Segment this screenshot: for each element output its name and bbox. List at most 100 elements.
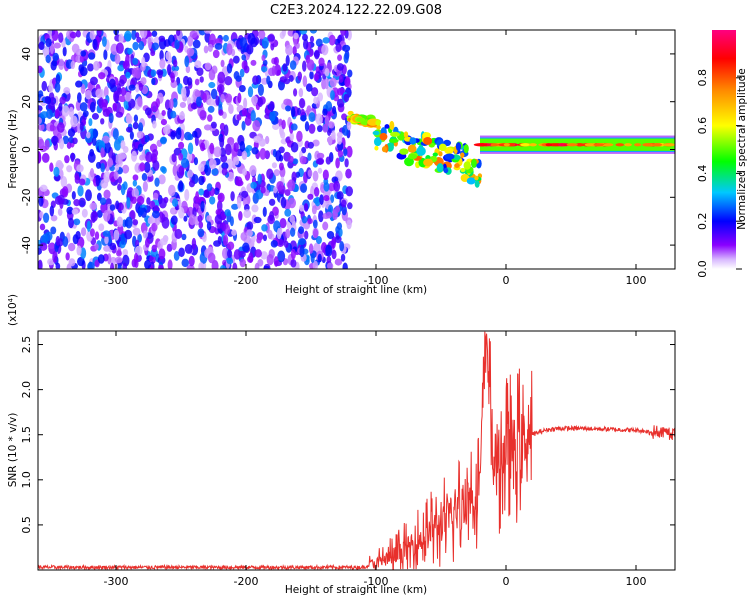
spectrogram-heatmap bbox=[38, 30, 675, 269]
heatmap-noise-cell bbox=[298, 238, 306, 246]
heatmap-noise-cell bbox=[100, 147, 105, 158]
heatmap-noise-cell bbox=[175, 127, 182, 140]
heatmap-noise-cell bbox=[150, 50, 156, 57]
heatmap-noise-cell bbox=[49, 124, 55, 132]
heatmap-noise-cell bbox=[226, 257, 234, 265]
heatmap-noise-cell bbox=[337, 150, 344, 158]
heatmap-noise-cell bbox=[138, 122, 144, 133]
heatmap-noise-cell bbox=[151, 30, 158, 37]
snr-plot-area bbox=[38, 331, 675, 570]
heatmap-noise-cell bbox=[79, 54, 85, 63]
heatmap-signal-cell bbox=[474, 175, 479, 181]
heatmap-noise-cell bbox=[220, 93, 225, 103]
heatmap-noise-cell bbox=[345, 168, 352, 179]
heatmap-noise-cell bbox=[260, 186, 266, 194]
heatmap-noise-cell bbox=[174, 39, 180, 50]
heatmap-noise-cell bbox=[39, 184, 48, 192]
heatmap-noise-cell bbox=[75, 80, 83, 88]
heatmap-noise-cell bbox=[290, 123, 298, 131]
heatmap-noise-cell bbox=[271, 162, 278, 169]
heatmap-noise-cell bbox=[147, 216, 153, 224]
heatmap-signal-cell bbox=[423, 136, 433, 145]
heatmap-noise-cell bbox=[188, 255, 195, 267]
heatmap-noise-cell bbox=[176, 30, 181, 36]
heatmap-noise-cell bbox=[305, 83, 313, 92]
heatmap-noise-cell bbox=[144, 259, 151, 269]
heatmap-noise-cell bbox=[231, 203, 239, 210]
heatmap-signal-cell bbox=[407, 153, 418, 160]
heatmap-noise-cell bbox=[186, 47, 195, 57]
heatmap-signal-cell bbox=[444, 153, 455, 160]
heatmap-noise-cell bbox=[122, 60, 130, 70]
heatmap-noise-cell bbox=[115, 111, 124, 118]
heatmap-noise-cell bbox=[134, 245, 143, 256]
heatmap-noise-cell bbox=[211, 168, 219, 176]
heatmap-noise-cell bbox=[137, 233, 142, 243]
heatmap-noise-cell bbox=[120, 233, 125, 245]
x-tick-label: -200 bbox=[234, 575, 259, 588]
heatmap-noise-cell bbox=[197, 215, 203, 223]
heatmap-noise-cell bbox=[336, 63, 344, 71]
heatmap-noise-cell bbox=[96, 30, 102, 36]
heatmap-signal-cell bbox=[454, 163, 460, 168]
heatmap-noise-cell bbox=[116, 250, 122, 257]
heatmap-noise-cell bbox=[231, 229, 237, 236]
heatmap-noise-cell bbox=[178, 111, 186, 121]
heatmap-noise-cell bbox=[285, 55, 290, 67]
heatmap-signal-cell bbox=[423, 158, 433, 167]
heatmap-noise-cell bbox=[72, 137, 78, 145]
heatmap-noise-cell bbox=[254, 262, 260, 269]
heatmap-noise-cell bbox=[233, 142, 239, 153]
heatmap-noise-cell bbox=[307, 218, 313, 225]
heatmap-noise-cell bbox=[252, 75, 259, 85]
heatmap-noise-cell bbox=[199, 76, 204, 83]
heatmap-noise-cell bbox=[170, 72, 175, 83]
heatmap-noise-cell bbox=[103, 49, 108, 61]
heatmap-noise-cell bbox=[303, 230, 309, 240]
heatmap-noise-cell bbox=[170, 110, 177, 119]
heatmap-noise-cell bbox=[243, 209, 252, 219]
heatmap-noise-cell bbox=[224, 209, 231, 217]
heatmap-noise-cell bbox=[328, 121, 335, 129]
heatmap-noise-cell bbox=[104, 235, 109, 245]
heatmap-noise-cell bbox=[322, 123, 329, 133]
heatmap-noise-cell bbox=[65, 252, 70, 261]
heatmap-noise-cell bbox=[124, 229, 133, 240]
heatmap-noise-cell bbox=[220, 154, 228, 163]
heatmap-noise-cell bbox=[309, 30, 318, 34]
heatmap-noise-cell bbox=[217, 235, 222, 245]
heatmap-noise-cell bbox=[192, 39, 201, 49]
heatmap-noise-cell bbox=[38, 123, 45, 131]
heatmap-noise-cell bbox=[319, 194, 324, 206]
heatmap-noise-cell bbox=[132, 174, 139, 181]
heatmap-noise-cell bbox=[159, 50, 164, 61]
heatmap-noise-cell bbox=[239, 141, 246, 152]
heatmap-noise-cell bbox=[142, 180, 148, 193]
heatmap-noise-cell bbox=[160, 118, 167, 126]
heatmap-noise-cell bbox=[279, 218, 287, 229]
heatmap-noise-cell bbox=[325, 244, 333, 257]
heatmap-noise-cell bbox=[283, 78, 291, 85]
heatmap-noise-cell bbox=[246, 221, 254, 231]
heatmap-noise-cell bbox=[39, 211, 44, 219]
heatmap-band-cell bbox=[651, 143, 663, 147]
heatmap-noise-cell bbox=[80, 227, 87, 237]
heatmap-noise-cell bbox=[121, 164, 130, 174]
heatmap-noise-cell bbox=[215, 95, 220, 106]
heatmap-noise-cell bbox=[335, 205, 340, 213]
heatmap-band-cell bbox=[566, 143, 578, 147]
heatmap-noise-cell bbox=[342, 262, 348, 269]
heatmap-noise-cell bbox=[66, 206, 74, 215]
heatmap-band-cell bbox=[615, 143, 625, 147]
heatmap-noise-cell bbox=[308, 112, 316, 123]
heatmap-noise-cell bbox=[98, 72, 106, 80]
heatmap-noise-cell bbox=[301, 215, 308, 224]
heatmap-signal-cell bbox=[375, 119, 381, 126]
heatmap-noise-cell bbox=[235, 179, 244, 187]
heatmap-noise-cell bbox=[45, 54, 51, 64]
heatmap-signal-cell bbox=[409, 137, 417, 145]
heatmap-noise-cell bbox=[141, 85, 149, 95]
heatmap-signal-cell bbox=[403, 131, 409, 138]
heatmap-noise-cell bbox=[131, 187, 140, 199]
heatmap-noise-cell bbox=[103, 86, 109, 98]
